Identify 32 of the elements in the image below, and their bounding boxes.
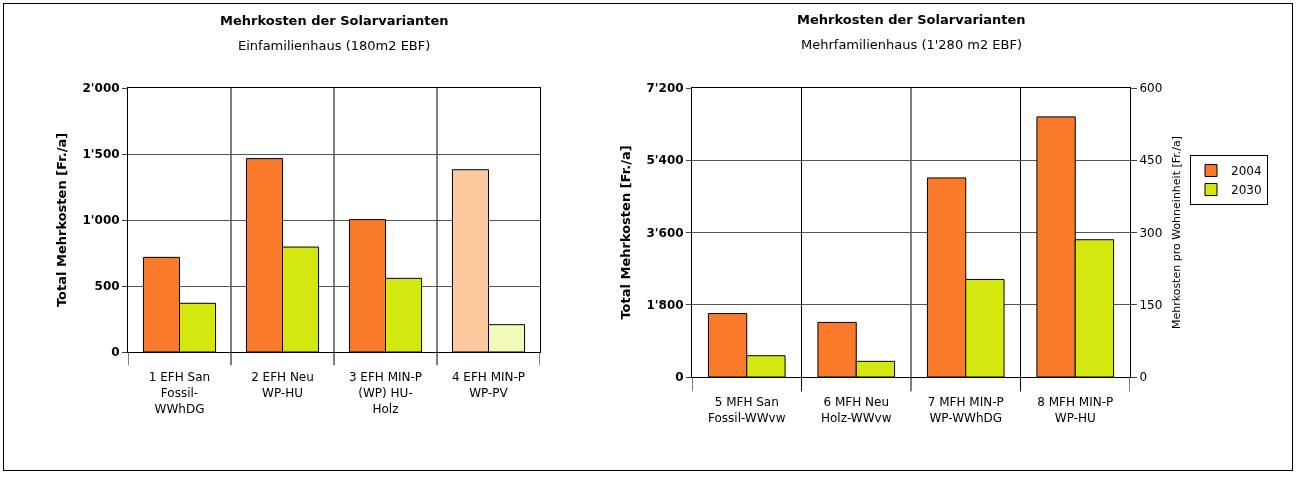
x-tick-label: 3 EFH MIN-P (WP) HU-Holz — [348, 370, 423, 416]
y2-axis-title: Mehrkosten pro Wohneinheit [Fr./a] — [1169, 135, 1183, 330]
y2-tick-label: 450 — [1139, 153, 1163, 168]
y-tick-label: 500 — [94, 279, 120, 294]
x-tick-label: 2 EFH Neu WP-HU — [251, 370, 314, 400]
y2-tick-label: 600 — [1139, 81, 1163, 96]
y-tick-label: 1'000 — [82, 213, 120, 228]
y-axis-title: Total Mehrkosten [Fr./a] — [54, 132, 70, 308]
x-tick-label: 6 MFH Neu Holz-WWvw — [821, 395, 892, 425]
y2-tick-label: 150 — [1139, 297, 1163, 312]
y2-tick-label: 0 — [1139, 370, 1148, 385]
x-tick-label: 1 EFH San Fossil-WWhDG — [148, 370, 211, 416]
y-axis-title: Total Mehrkosten [Fr./a] — [618, 145, 634, 320]
y-tick-label: 2'000 — [82, 81, 120, 96]
chart-subtitle: Einfamilienhaus (180m2 EBF) — [238, 38, 431, 53]
y-tick-label: 1'800 — [646, 297, 684, 312]
x-tick-label: 4 EFH MIN-P WP-PV — [451, 370, 526, 400]
chart-subtitle: Mehrfamilienhaus (1'280 m2 EBF) — [801, 37, 1023, 52]
y-tick-label: 0 — [675, 370, 684, 385]
y-tick-label: 1'500 — [82, 147, 120, 162]
y-tick-label: 5'400 — [646, 153, 684, 168]
y-tick-label: 3'600 — [646, 225, 684, 240]
legend-label: 2004 — [1231, 164, 1262, 179]
y-tick-label: 0 — [111, 345, 120, 360]
x-tick-label: 5 MFH San Fossil-WWvw — [708, 395, 786, 425]
chart-title: Mehrkosten der Solarvarianten — [797, 12, 1026, 27]
legend-label: 2030 — [1231, 183, 1262, 198]
x-tick-label: 8 MFH MIN-P WP-HU — [1037, 395, 1114, 425]
y2-tick-label: 300 — [1139, 225, 1163, 240]
x-tick-label: 7 MFH MIN-P WP-WWhDG — [927, 395, 1004, 425]
y-tick-label: 7'200 — [646, 81, 684, 96]
chart-title: Mehrkosten der Solarvarianten — [220, 13, 449, 28]
